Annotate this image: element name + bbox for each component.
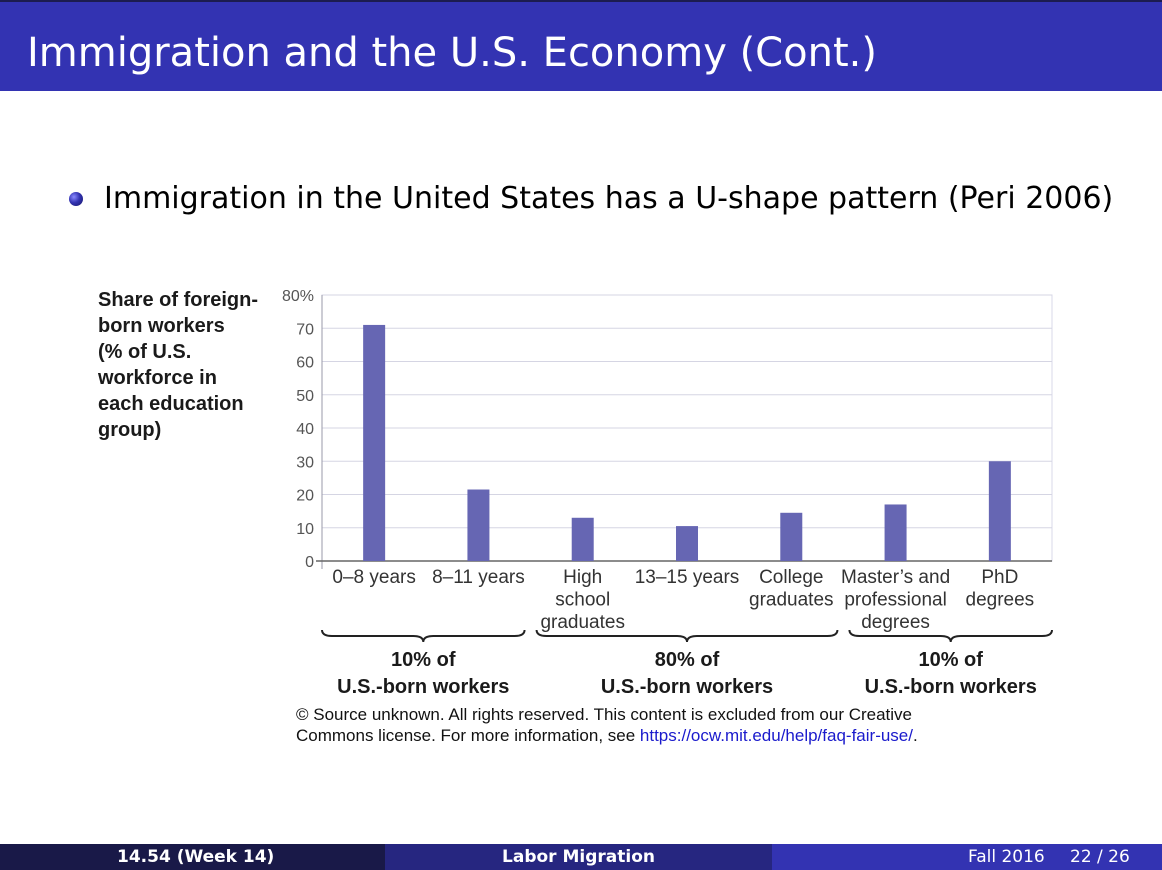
x-tick-label: degrees	[966, 590, 1035, 611]
footer: 14.54 (Week 14) Labor Migration Fall 201…	[0, 844, 1162, 870]
x-tick-label: 13–15 years	[635, 567, 740, 588]
source-note-prefix: Commons license. For more information, s…	[296, 726, 640, 745]
source-note-line: © Source unknown. All rights reserved. T…	[296, 705, 913, 724]
y-axis-label-line: born workers	[98, 315, 225, 337]
footer-info-segment: Fall 2016 22 / 26	[772, 844, 1162, 870]
group-label: 10% of	[391, 649, 456, 671]
y-tick-label: 20	[296, 488, 314, 505]
x-tick-label: professional	[844, 590, 946, 611]
y-tick-label: 70	[296, 321, 314, 338]
x-tick-label: graduates	[540, 612, 625, 633]
source-note-line: Commons license. For more information, s…	[296, 725, 1016, 746]
fair-use-link[interactable]: https://ocw.mit.edu/help/faq-fair-use/	[639, 726, 913, 745]
y-axis-label-line: workforce in	[98, 367, 217, 389]
bar	[884, 504, 907, 561]
x-tick-label: College	[759, 567, 823, 588]
bar	[467, 489, 490, 561]
y-tick-label: 30	[296, 454, 314, 471]
bar	[571, 517, 594, 561]
footer-date: Fall 2016	[968, 847, 1045, 867]
y-tick-label: 40	[296, 421, 314, 438]
y-axis-label-line: Share of foreign-	[98, 289, 259, 311]
chart-y-axis-label: Share of foreign- born workers (% of U.S…	[98, 287, 268, 443]
y-tick-label: 50	[296, 388, 314, 405]
bar	[676, 526, 698, 561]
x-tick-label: 8–11 years	[432, 567, 525, 588]
bullet-text: Immigration in the United States has a U…	[104, 181, 1114, 216]
source-note-suffix: .	[913, 726, 918, 745]
group-brace	[321, 629, 526, 643]
x-tick-label: High	[563, 567, 602, 588]
source-note: © Source unknown. All rights reserved. T…	[296, 704, 1016, 746]
x-tick-label: Master’s and	[841, 567, 950, 588]
group-label: U.S.-born workers	[601, 676, 773, 698]
y-tick-label: 10	[296, 521, 314, 538]
y-axis-label-line: (% of U.S.	[98, 341, 192, 363]
y-axis-label-line: each education	[98, 393, 244, 415]
group-label: 10% of	[918, 649, 983, 671]
x-tick-label: school	[555, 590, 610, 611]
y-tick-label: 80%	[282, 288, 314, 305]
footer-topic: Labor Migration	[385, 844, 772, 870]
footer-course: 14.54 (Week 14)	[117, 847, 275, 867]
x-tick-label: 0–8 years	[332, 567, 415, 588]
bar	[780, 512, 803, 561]
group-label: U.S.-born workers	[337, 676, 509, 698]
slide-title: Immigration and the U.S. Economy (Cont.)	[27, 30, 877, 76]
group-label: 80% of	[655, 649, 720, 671]
footer-course-segment: 14.54 (Week 14)	[0, 844, 385, 870]
title-bar: Immigration and the U.S. Economy (Cont.)	[0, 0, 1162, 91]
group-brace	[848, 629, 1053, 643]
group-brace	[535, 629, 839, 643]
bullet-icon	[69, 192, 83, 206]
bar	[988, 461, 1011, 561]
x-tick-label: degrees	[861, 612, 930, 633]
x-tick-label: PhD	[981, 567, 1018, 588]
bar-chart: 0 10 20 30 40 50 60 70 80% 0–8 years 8–11 years Hig…	[282, 288, 1053, 698]
y-axis-label-line: group)	[98, 419, 162, 441]
footer-page-number: 22 / 26	[1070, 847, 1130, 867]
group-label: U.S.-born workers	[865, 676, 1037, 698]
x-tick-label: graduates	[749, 590, 834, 611]
y-tick-label: 60	[296, 355, 314, 372]
bar	[363, 324, 386, 561]
y-tick-label: 0	[305, 554, 314, 571]
